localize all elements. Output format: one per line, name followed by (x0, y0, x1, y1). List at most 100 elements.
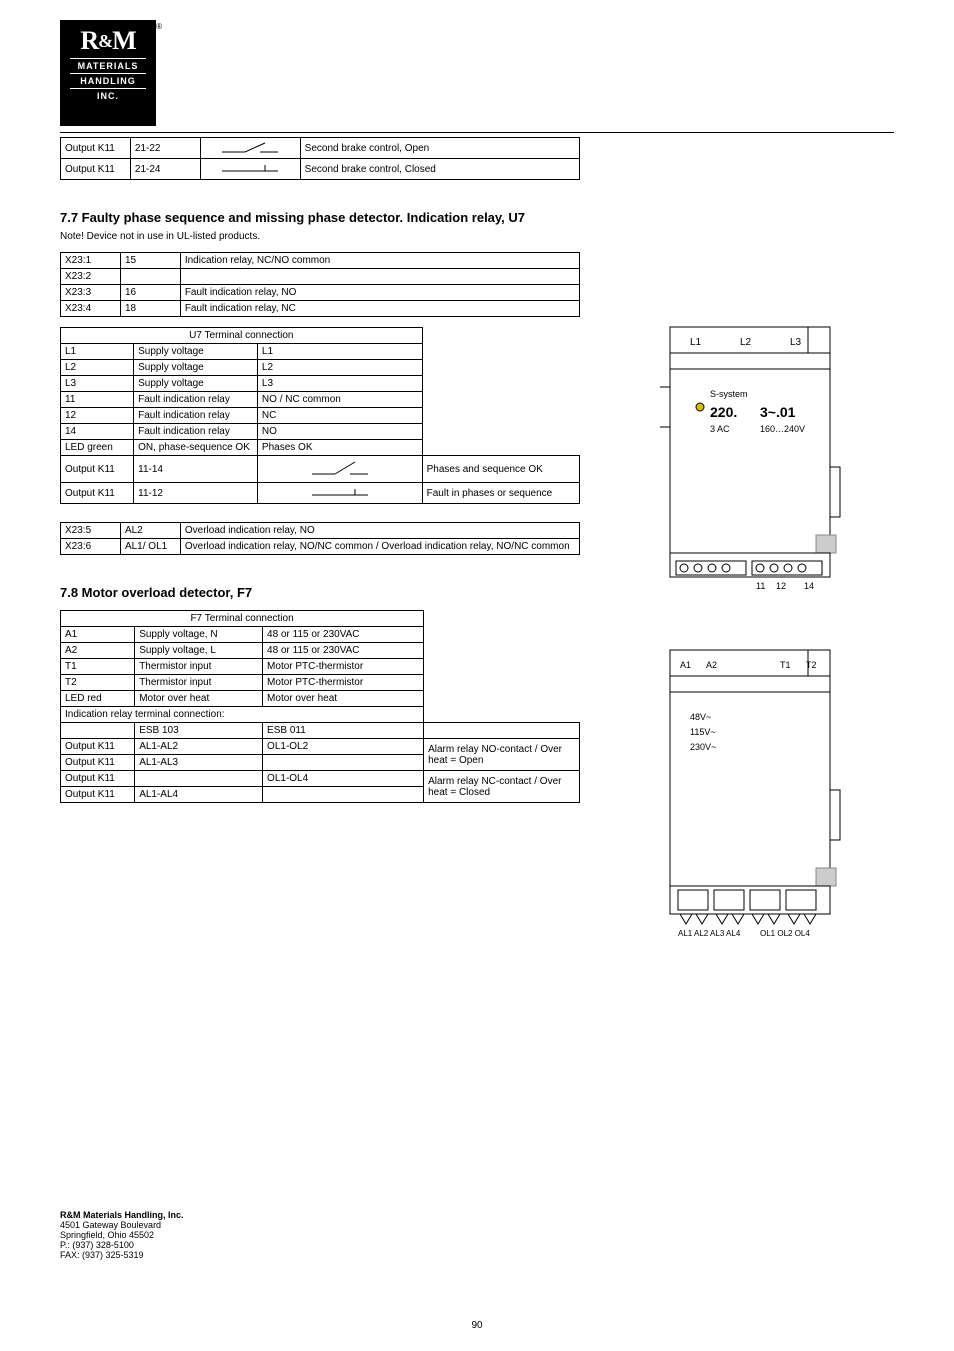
cell: LED green (61, 440, 134, 456)
header-cell: F7 Terminal connection (61, 611, 424, 627)
table-header: F7 Terminal connection (61, 611, 580, 627)
label: 3 AC (710, 424, 730, 434)
cell: Alarm relay NC-contact / Over heat = Clo… (424, 771, 580, 803)
cell: AL1-AL3 (135, 755, 263, 771)
table-row: T1Thermistor inputMotor PTC-thermistor (61, 659, 580, 675)
table-row: LED greenON, phase-sequence OKPhases OK (61, 440, 580, 456)
cell: L2 (61, 360, 134, 376)
label: S-system (710, 389, 748, 399)
cell: Output K11 (61, 755, 135, 771)
cell: Phases OK (257, 440, 422, 456)
cell: Output K11 (61, 138, 131, 159)
label: 14 (804, 581, 814, 591)
cell: X23:3 (61, 285, 121, 301)
table-row: X23:418Fault indication relay, NC (61, 301, 580, 317)
table-row: Output K11AL1-AL2OL1-OL2Alarm relay NO-c… (61, 739, 580, 755)
cell: Fault indication relay (134, 408, 258, 424)
logo-inc: INC. (60, 91, 156, 101)
label: 3~.01 (760, 404, 796, 420)
label: T2 (806, 660, 817, 670)
footer-address2: Springfield, Ohio 45502 (60, 1230, 894, 1240)
table-row: L2Supply voltageL2 (61, 360, 580, 376)
table-row: 11Fault indication relayNO / NC common (61, 392, 580, 408)
footer-phone: P.: (937) 328-5100 (60, 1240, 894, 1250)
cell: Fault indication relay (134, 424, 258, 440)
cell: Thermistor input (135, 659, 263, 675)
cell: AL1-AL2 (135, 739, 263, 755)
cell: Overload indication relay, NO (180, 523, 579, 539)
table-row: L3Supply voltageL3 (61, 376, 580, 392)
cell: NO (257, 424, 422, 440)
cell: Output K11 (61, 771, 135, 787)
page-footer: R&M Materials Handling, Inc. 4501 Gatewa… (0, 1210, 954, 1351)
cell: L1 (61, 344, 134, 360)
table-row: X23:115Indication relay, NC/NO common (61, 253, 580, 269)
cell: Supply voltage (134, 376, 258, 392)
table-header: U7 Terminal connection (61, 328, 580, 344)
cell: Fault indication relay, NC (180, 301, 579, 317)
x23-connection-table: X23:115Indication relay, NC/NO common X2… (60, 252, 580, 317)
cell: L3 (61, 376, 134, 392)
cell: 14 (61, 424, 134, 440)
cell: ESB 011 (263, 723, 424, 739)
cell: Fault indication relay (134, 392, 258, 408)
u7-terminal-table: U7 Terminal connection L1Supply voltageL… (60, 327, 580, 504)
led-icon (696, 403, 704, 411)
section-7-7-title: 7.7 Faulty phase sequence and missing ph… (60, 210, 894, 225)
header-rule (60, 132, 894, 133)
cell: L2 (257, 360, 422, 376)
cell: NC (257, 408, 422, 424)
cell (263, 787, 424, 803)
table-row: L1Supply voltageL1 (61, 344, 580, 360)
cell: AL1-AL4 (135, 787, 263, 803)
cell: X23:5 (61, 523, 121, 539)
table-row: Output K11 21-24 Second brake control, C… (61, 159, 580, 180)
footer-company: R&M Materials Handling, Inc. (60, 1210, 894, 1220)
table-row: Output K11OL1-OL4Alarm relay NC-contact … (61, 771, 580, 787)
symbol-cell (257, 483, 422, 504)
registered-mark: ® (156, 22, 162, 31)
logo-main: R&M (60, 26, 156, 56)
cell (61, 723, 135, 739)
label: L3 (790, 337, 802, 348)
cell: Overload indication relay, NO/NC common … (180, 539, 579, 555)
cell: Supply voltage (134, 344, 258, 360)
footer-address1: 4501 Gateway Boulevard (60, 1220, 894, 1230)
table-row: Output K11 11-12 Fault in phases or sequ… (61, 483, 580, 504)
table-row: X23:2 (61, 269, 580, 285)
table-row: X23:6AL1/ OL1Overload indication relay, … (61, 539, 580, 555)
footer-fax: FAX: (937) 325-5319 (60, 1250, 894, 1260)
cell: 48 or 115 or 230VAC (263, 627, 424, 643)
cell: Phases and sequence OK (422, 456, 579, 483)
cell: X23:1 (61, 253, 121, 269)
table-row: T2Thermistor inputMotor PTC-thermistor (61, 675, 580, 691)
cell: AL1/ OL1 (120, 539, 180, 555)
cell: Fault in phases or sequence (422, 483, 579, 504)
cell: 12 (61, 408, 134, 424)
no-contact-icon (310, 458, 370, 480)
cell: LED red (61, 691, 135, 707)
cell: A1 (61, 627, 135, 643)
x23-overload-table: X23:5AL2Overload indication relay, NO X2… (60, 522, 580, 555)
cell: 21-22 (130, 138, 200, 159)
cell: 18 (120, 301, 180, 317)
label: L1 (690, 337, 702, 348)
cell: Output K11 (61, 787, 135, 803)
label: 48V~ (690, 712, 711, 722)
table-row: ESB 103ESB 011 (61, 723, 580, 739)
label: A2 (706, 660, 717, 670)
table-row: A1Supply voltage, N48 or 115 or 230VAC (61, 627, 580, 643)
label: 12 (776, 581, 786, 591)
cell: 16 (120, 285, 180, 301)
cell: OL1-OL2 (263, 739, 424, 755)
company-logo: R&M MATERIALS HANDLING INC. ® (60, 20, 156, 126)
table-row: Indication relay terminal connection: (61, 707, 580, 723)
table-row: 12Fault indication relayNC (61, 408, 580, 424)
cell: NO / NC common (257, 392, 422, 408)
cell: Second brake control, Open (300, 138, 579, 159)
table-row: LED redMotor over heatMotor over heat (61, 691, 580, 707)
cell: Motor over heat (135, 691, 263, 707)
cell: ON, phase-sequence OK (134, 440, 258, 456)
cell: Motor over heat (263, 691, 424, 707)
table-row: X23:5AL2Overload indication relay, NO (61, 523, 580, 539)
